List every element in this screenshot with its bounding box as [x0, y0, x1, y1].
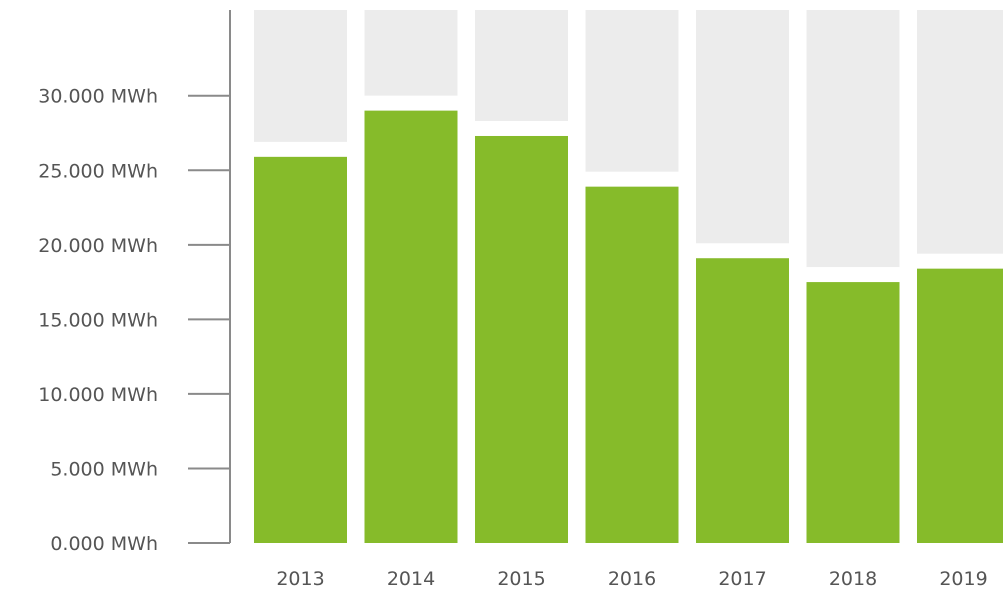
bar-2013[interactable]: [254, 156, 347, 543]
bar-2016[interactable]: [585, 186, 679, 543]
x-tick-label-2013: 2013: [276, 568, 324, 590]
x-tick-label-2014: 2014: [387, 568, 435, 590]
bar-gap-2018: [806, 267, 900, 283]
x-tick-label-2015: 2015: [497, 568, 545, 590]
bar-2017[interactable]: [696, 258, 789, 543]
bar-2019[interactable]: [917, 268, 1003, 543]
x-axis-labels: 2013 2014 2015 2016 2017 2018 2019: [276, 568, 987, 590]
x-tick-label-2016: 2016: [608, 568, 656, 590]
bar-2014[interactable]: [364, 110, 458, 544]
bar-gap-2017: [696, 243, 789, 259]
data-bars: [254, 95, 1003, 544]
y-tick-label-20000: 20.000 MWh: [38, 235, 158, 257]
bar-gap-2016: [585, 171, 679, 187]
x-tick-label-2018: 2018: [829, 568, 877, 590]
y-tick-label-0: 0.000 MWh: [50, 533, 158, 555]
bar-gap-2019: [917, 253, 1003, 269]
y-tick-label-25000: 25.000 MWh: [38, 160, 158, 182]
y-tick-label-30000: 30.000 MWh: [38, 86, 158, 108]
bar-2018[interactable]: [806, 282, 900, 543]
bar-gap-2014: [364, 95, 458, 111]
x-tick-label-2019: 2019: [939, 568, 987, 590]
y-tick-label-10000: 10.000 MWh: [38, 384, 158, 406]
y-tick-label-5000: 5.000 MWh: [50, 458, 158, 480]
bar-2015[interactable]: [475, 135, 568, 543]
y-axis-ticks: 0.000 MWh 5.000 MWh 10.000 MWh 15.000 MWh 20…: [38, 86, 230, 555]
bar-gap-2013: [254, 141, 347, 157]
y-tick-label-15000: 15.000 MWh: [38, 309, 158, 331]
x-tick-label-2017: 2017: [718, 568, 766, 590]
bar-gap-2015: [475, 120, 568, 136]
